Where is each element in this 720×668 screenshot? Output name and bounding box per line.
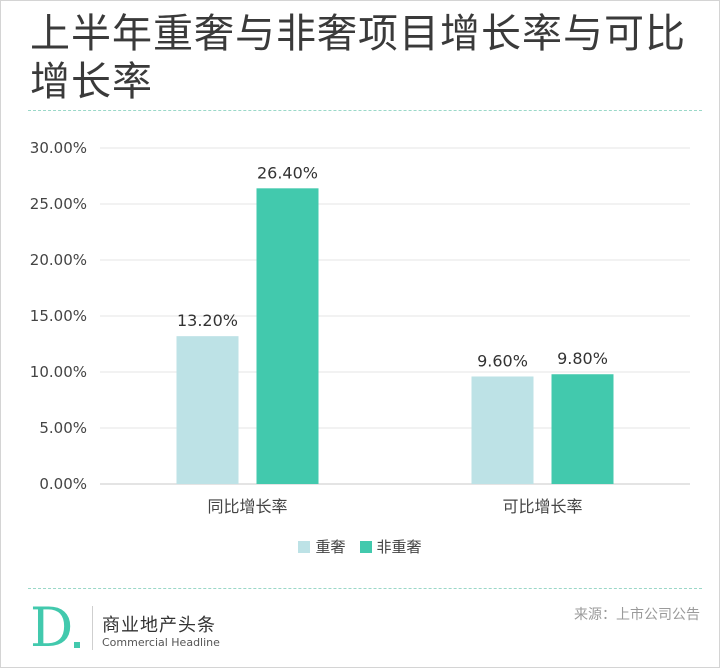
legend-item-series1: 重奢 bbox=[298, 536, 346, 557]
data-label: 26.40% bbox=[257, 163, 318, 182]
bar bbox=[551, 374, 614, 484]
bar bbox=[176, 336, 239, 484]
y-tick-label: 5.00% bbox=[39, 419, 87, 437]
legend-swatch-series1 bbox=[298, 540, 311, 553]
chart-legend: 重奢 非重奢 bbox=[0, 536, 720, 557]
logo-separator bbox=[92, 606, 93, 650]
y-tick-label: 15.00% bbox=[30, 307, 87, 325]
brand-logo-icon: D bbox=[30, 600, 80, 652]
legend-label-series1: 重奢 bbox=[315, 538, 346, 556]
data-label: 9.60% bbox=[477, 351, 528, 370]
y-tick-label: 0.00% bbox=[39, 475, 87, 493]
logo-letter: D bbox=[30, 600, 73, 652]
y-tick-label: 25.00% bbox=[30, 195, 87, 213]
bar bbox=[471, 376, 534, 484]
data-label: 9.80% bbox=[557, 349, 608, 368]
x-tick-label: 同比增长率 bbox=[207, 497, 287, 516]
data-label: 13.20% bbox=[177, 311, 238, 330]
y-tick-label: 30.00% bbox=[30, 139, 87, 157]
brand-name-cn: 商业地产头条 bbox=[102, 615, 216, 636]
legend-item-series2: 非重奢 bbox=[359, 536, 422, 557]
bar bbox=[256, 188, 319, 484]
source-note: 来源：上市公司公告 bbox=[574, 607, 700, 623]
title-divider bbox=[28, 110, 702, 111]
y-tick-label: 10.00% bbox=[30, 363, 87, 381]
bar-chart: 0.00% 5.00% 10.00% 15.00% 20.00% 25.00% 30.00%… bbox=[30, 139, 690, 516]
footer-divider bbox=[28, 588, 702, 589]
page-title: 上半年重奢与非奢项目增长率与可比增长率 bbox=[30, 11, 686, 105]
y-tick-label: 20.00% bbox=[30, 251, 87, 269]
x-tick-label: 可比增长率 bbox=[502, 497, 582, 516]
logo-dot bbox=[74, 642, 80, 648]
legend-label-series2: 非重奢 bbox=[376, 538, 422, 556]
legend-swatch-series2 bbox=[359, 540, 372, 553]
brand-name-en: Commercial Headline bbox=[102, 636, 220, 649]
